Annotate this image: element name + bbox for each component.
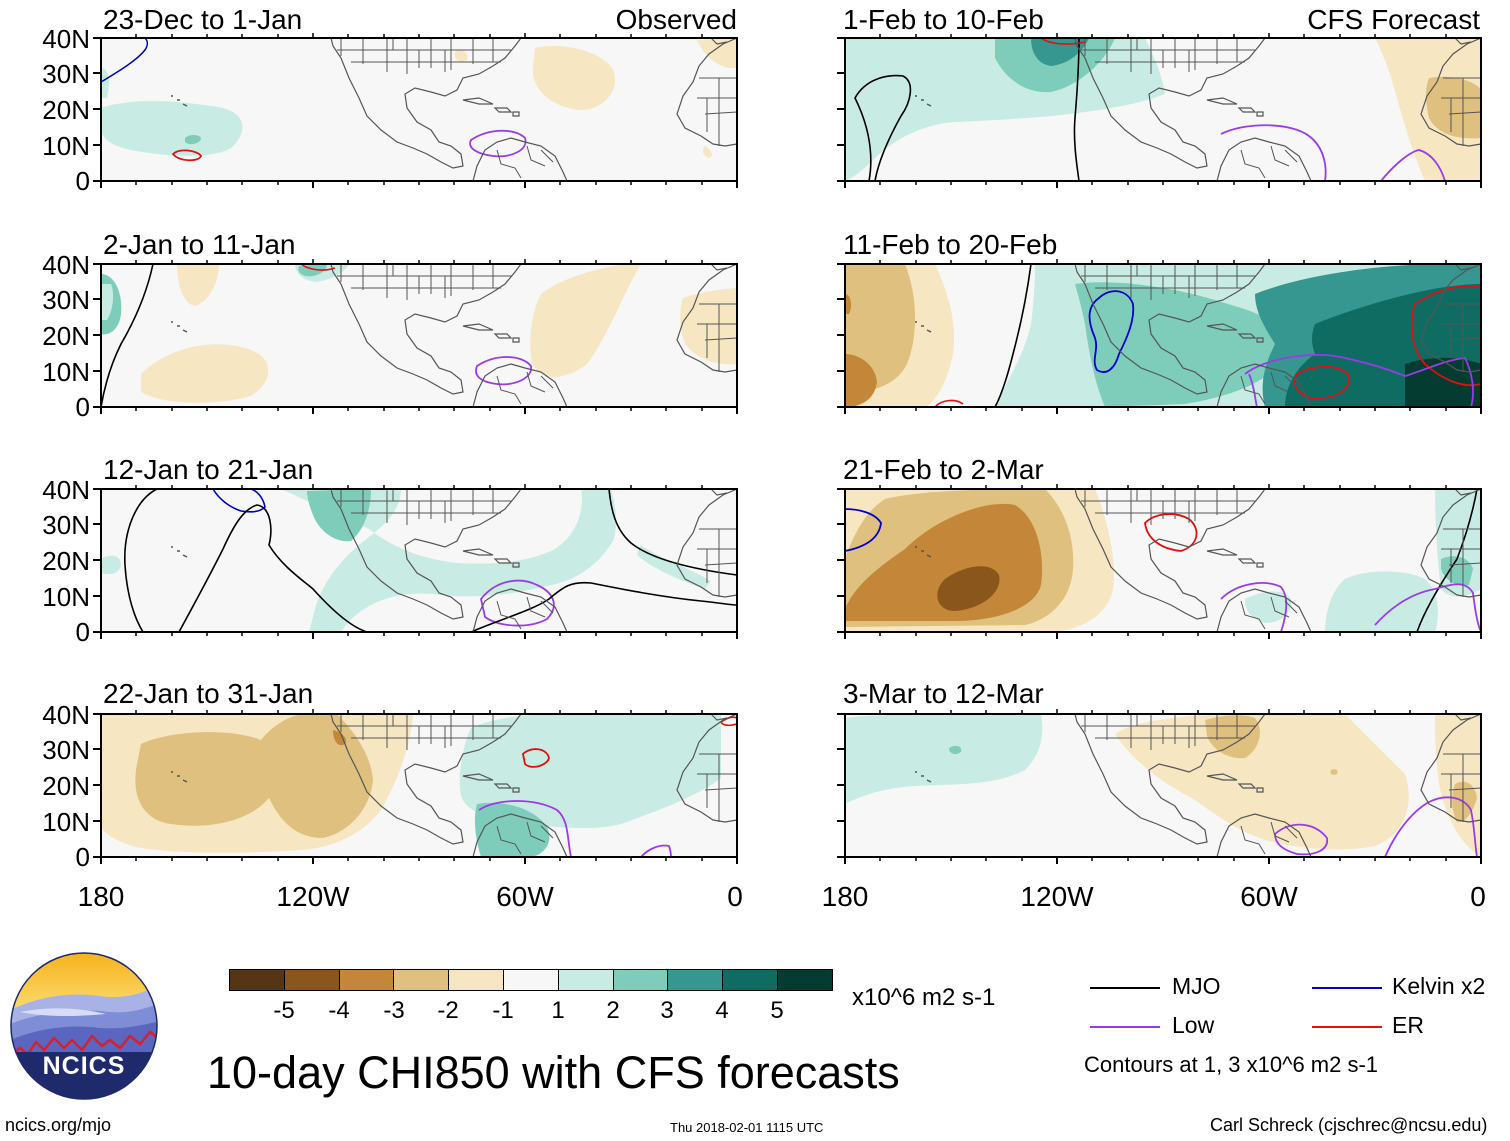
colorbar-label: -2 [437,997,459,1024]
lat-tick: 0 [75,392,90,422]
panel-left-4-range: 22-Jan to 31-Jan [103,678,314,709]
colorbar-label: 5 [770,997,784,1024]
legend-kelvin-label: Kelvin x2 [1392,973,1486,999]
colorbar-label: -1 [492,997,514,1024]
lat-tick: 30N [42,735,90,765]
colorbar-segment [393,969,450,991]
lon-tick: 180 [77,881,125,912]
colorbar-segment [503,969,559,991]
legend-kelvin-line [1312,987,1382,989]
colorbar-segment [557,969,614,991]
lat-tick: 10N [42,131,90,161]
panel-left-3-range: 12-Jan to 21-Jan [103,454,314,485]
colorbar-segment [777,969,833,991]
lat-tick: 10N [42,357,90,387]
legend-er-label: ER [1392,1012,1424,1038]
lat-tick: 30N [42,510,90,540]
lat-tick: 20N [42,95,90,125]
panel-right-3-range: 21-Feb to 2-Mar [843,454,1044,485]
lat-tick: 20N [42,546,90,576]
map-panel-right-1 [836,32,1482,189]
colorbar-segment [667,969,724,991]
colorbar-label: 3 [660,997,674,1024]
legend-er-line [1312,1026,1382,1028]
colorbar-label: -3 [383,997,405,1024]
lat-tick: 30N [42,285,90,315]
panel-left-1-range: 23-Dec to 1-Jan [103,4,303,35]
legend-low-label: Low [1172,1012,1215,1038]
colorbar-label: -5 [273,997,295,1024]
colorbar-label: 2 [606,997,620,1024]
colorbar-segment [612,969,669,991]
colorbar-label: 1 [551,997,565,1024]
colorbar-unit: x10^6 m2 s-1 [852,984,996,1011]
panel-right-1-range: 1-Feb to 10-Feb [843,4,1044,35]
figure-title: 10-day CHI850 with CFS forecasts [207,1047,900,1098]
ncics-logo: NCICS [10,952,158,1100]
lat-tick: 40N [42,250,90,280]
lat-tick: 40N [42,24,90,54]
lon-tick: 60W [496,881,554,912]
colorbar-segment [283,969,340,991]
colorbar-segment [229,969,285,991]
footer-website: ncics.org/mjo [5,1115,112,1135]
legend-mjo-line [1090,987,1160,989]
panel-right-2-range: 11-Feb to 20-Feb [843,229,1058,260]
colorbar-segment [722,969,778,991]
colorbar-label: -4 [328,997,350,1024]
lon-tick: 0 [727,881,743,912]
map-panel-left-1 [92,32,738,189]
legend-mjo-label: MJO [1172,973,1221,999]
lat-tick: 20N [42,771,90,801]
lat-tick: 0 [75,166,90,196]
lat-tick: 0 [75,617,90,647]
lat-tick: 10N [42,807,90,837]
lat-tick: 40N [42,475,90,505]
lon-tick: 120W [276,881,350,912]
map-panel-right-4 [836,708,1482,865]
contours-note: Contours at 1, 3 x10^6 m2 s-1 [1084,1052,1379,1077]
map-panel-right-3 [836,483,1482,640]
colorbar-segment [448,969,504,991]
map-panel-left-4 [92,708,738,865]
colorbar-label: 4 [715,997,729,1024]
lat-tick: 30N [42,59,90,89]
lon-tick: 0 [1470,881,1486,912]
lat-tick: 20N [42,321,90,351]
logo-text: NCICS [42,1052,126,1080]
map-panel-right-2 [836,258,1482,415]
footer-timestamp: Thu 2018-02-01 1115 UTC [670,1120,824,1135]
legend-low-line [1090,1026,1160,1028]
lat-tick: 10N [42,582,90,612]
map-panel-left-3 [92,483,738,640]
lon-tick: 60W [1240,881,1298,912]
map-panel-left-2 [92,258,738,415]
panel-right-1-label: CFS Forecast [1307,4,1480,35]
lon-tick: 120W [1020,881,1094,912]
lat-tick: 0 [75,842,90,872]
panel-right-4-range: 3-Mar to 12-Mar [843,678,1044,709]
panel-left-1-label: Observed [615,4,737,35]
colorbar-segment [338,969,395,991]
lat-tick: 40N [42,700,90,730]
lon-tick: 180 [821,881,869,912]
footer-author: Carl Schreck (cjschrec@ncsu.edu) [1210,1115,1488,1135]
panel-left-2-range: 2-Jan to 11-Jan [103,229,296,260]
